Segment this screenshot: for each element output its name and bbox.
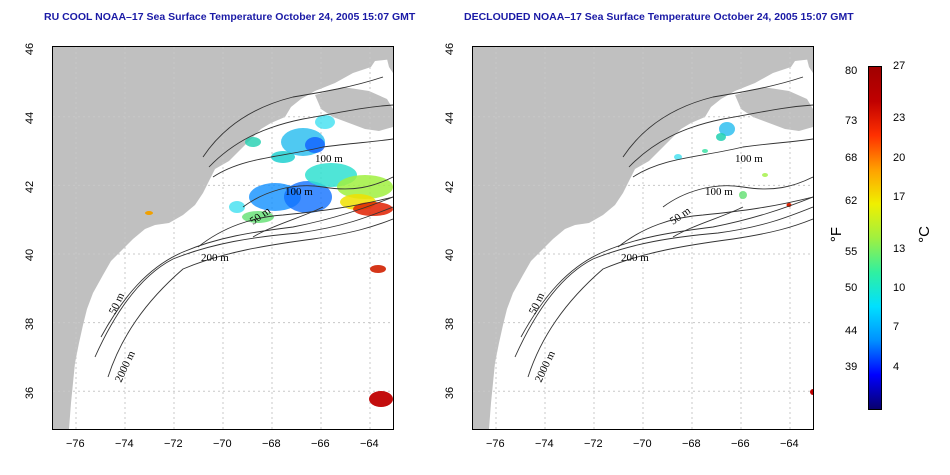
depth-label: 50 m [107, 291, 127, 317]
depth-label: 100 m [735, 153, 763, 165]
lat-tick-label: 44 [24, 111, 37, 125]
celsius-tick: 4 [893, 361, 900, 373]
right-map-panel: 100 m 100 m 50 m 200 m 50 m 2000 m [472, 46, 814, 430]
colorbar [868, 66, 882, 410]
lon-tick-label: −70 [633, 438, 652, 450]
lon-tick-label: −64 [780, 438, 799, 450]
lon-tick-label: −66 [311, 438, 330, 450]
fahrenheit-tick: 39 [845, 361, 858, 373]
lat-tick-label: 42 [444, 180, 457, 194]
right-map-title: DECLOUDED NOAA–17 Sea Surface Temperatur… [464, 11, 854, 23]
celsius-tick: 7 [893, 321, 900, 333]
lon-tick-label: −64 [360, 438, 379, 450]
lat-tick-label: 36 [24, 386, 37, 400]
celsius-tick: 20 [893, 152, 906, 164]
left-map-title: RU COOL NOAA–17 Sea Surface Temperature … [44, 11, 416, 23]
lat-tick-label: 46 [24, 42, 37, 56]
depth-label: 50 m [527, 291, 547, 317]
lat-tick-label: 38 [24, 317, 37, 331]
celsius-tick: 23 [893, 112, 906, 124]
lat-tick-label: 36 [444, 386, 457, 400]
lon-tick-label: −76 [486, 438, 505, 450]
left-map-panel: 100 m 100 m 50 m 200 m 50 m 2000 m [52, 46, 394, 430]
lon-tick-label: −68 [262, 438, 281, 450]
land-mass [53, 47, 393, 429]
celsius-unit-label: °C [915, 226, 933, 243]
celsius-tick: 27 [893, 60, 906, 72]
depth-contours [514, 76, 813, 378]
lon-tick-label: −70 [213, 438, 232, 450]
lat-tick-label: 40 [24, 248, 37, 262]
lat-tick-label: 44 [444, 111, 457, 125]
lon-tick-label: −68 [682, 438, 701, 450]
depth-label: 100 m [285, 186, 313, 198]
lon-tick-label: −76 [66, 438, 85, 450]
depth-label: 200 m [201, 252, 229, 264]
lon-tick-label: −66 [731, 438, 750, 450]
fahrenheit-tick: 68 [845, 152, 858, 164]
land-mass [473, 47, 813, 429]
lon-tick-label: −74 [535, 438, 554, 450]
lat-tick-label: 40 [444, 248, 457, 262]
depth-label: 50 m [668, 205, 694, 228]
lon-tick-label: −72 [164, 438, 183, 450]
depth-label: 100 m [315, 153, 343, 165]
lat-tick-label: 42 [24, 180, 37, 194]
fahrenheit-tick: 73 [845, 115, 858, 127]
celsius-tick: 13 [893, 243, 906, 255]
fahrenheit-tick: 50 [845, 282, 858, 294]
sst-data [674, 122, 813, 395]
lon-tick-label: −72 [584, 438, 603, 450]
fahrenheit-tick: 62 [845, 195, 858, 207]
celsius-tick: 17 [893, 191, 906, 203]
depth-label: 100 m [705, 186, 733, 198]
lon-tick-label: −74 [115, 438, 134, 450]
fahrenheit-tick: 44 [845, 325, 858, 337]
fahrenheit-unit-label: °F [828, 226, 846, 243]
fahrenheit-tick: 55 [845, 246, 858, 258]
depth-label: 200 m [621, 252, 649, 264]
lat-tick-label: 38 [444, 317, 457, 331]
fahrenheit-tick: 80 [845, 65, 858, 77]
lat-tick-label: 46 [444, 42, 457, 56]
celsius-tick: 10 [893, 282, 906, 294]
depth-contours [94, 76, 393, 378]
